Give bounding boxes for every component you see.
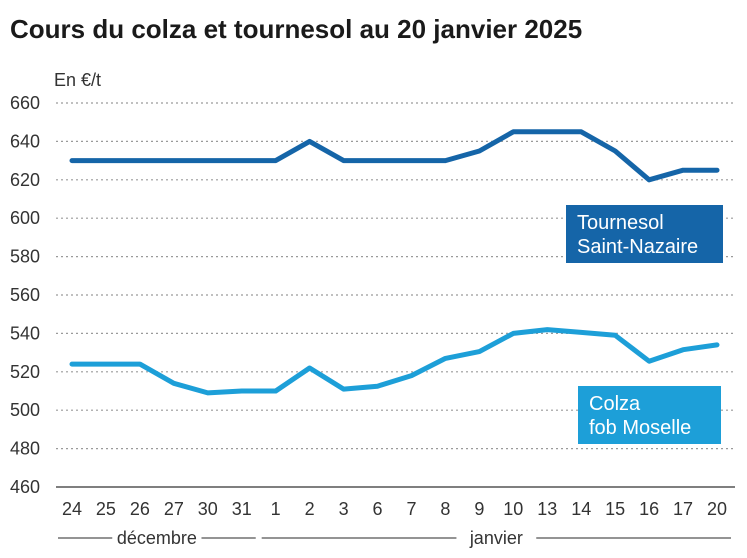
y-tick-label: 560 bbox=[10, 285, 40, 305]
y-tick-label: 540 bbox=[10, 323, 40, 343]
y-tick-label: 460 bbox=[10, 477, 40, 497]
series-label-text: Saint-Nazaire bbox=[577, 236, 698, 258]
y-tick-label: 520 bbox=[10, 362, 40, 382]
series-label-box bbox=[578, 386, 721, 444]
x-tick-label: 24 bbox=[62, 499, 82, 519]
y-tick-label: 600 bbox=[10, 208, 40, 228]
x-tick-label: 6 bbox=[373, 499, 383, 519]
y-tick-label: 620 bbox=[10, 170, 40, 190]
series-label-text: Tournesol bbox=[577, 212, 664, 234]
x-tick-label: 15 bbox=[605, 499, 625, 519]
x-tick-label: 13 bbox=[537, 499, 557, 519]
x-tick-label: 8 bbox=[440, 499, 450, 519]
y-tick-label: 660 bbox=[10, 93, 40, 113]
period-label: janvier bbox=[469, 528, 523, 548]
x-tick-label: 30 bbox=[198, 499, 218, 519]
series-lines bbox=[69, 129, 720, 396]
colza-line bbox=[69, 327, 720, 396]
series-label-box bbox=[566, 205, 723, 263]
x-tick-label: 10 bbox=[503, 499, 523, 519]
x-axis-ticks: 24 25 26 27 30 31 1 2 3 6 7 8 9 10 13 14 15 16 17 20 bbox=[62, 499, 727, 519]
y-axis-ticks: 460 480 500 520 540 560 580 600 620 640 660 bbox=[10, 93, 40, 497]
chart-title: Cours du colza et tournesol au 20 janvie… bbox=[10, 14, 583, 44]
x-tick-label: 7 bbox=[406, 499, 416, 519]
x-tick-label: 1 bbox=[271, 499, 281, 519]
series-label-text: fob Moselle bbox=[589, 417, 691, 439]
y-tick-label: 500 bbox=[10, 400, 40, 420]
x-tick-label: 25 bbox=[96, 499, 116, 519]
x-tick-label: 9 bbox=[474, 499, 484, 519]
y-tick-label: 580 bbox=[10, 247, 40, 267]
tournesol-line bbox=[69, 129, 720, 183]
x-tick-label: 2 bbox=[305, 499, 315, 519]
x-tick-label: 27 bbox=[164, 499, 184, 519]
x-tick-label: 14 bbox=[571, 499, 591, 519]
x-tick-label: 16 bbox=[639, 499, 659, 519]
x-tick-label: 31 bbox=[232, 499, 252, 519]
y-tick-label: 480 bbox=[10, 439, 40, 459]
y-axis-unit-label: En €/t bbox=[54, 70, 101, 90]
x-tick-label: 17 bbox=[673, 499, 693, 519]
x-axis-periods: décembre janvier bbox=[58, 528, 731, 548]
series-label-text: Colza bbox=[589, 393, 641, 415]
x-tick-label: 26 bbox=[130, 499, 150, 519]
x-tick-label: 20 bbox=[707, 499, 727, 519]
y-tick-label: 640 bbox=[10, 131, 40, 151]
x-tick-label: 3 bbox=[339, 499, 349, 519]
period-label: décembre bbox=[117, 528, 197, 548]
